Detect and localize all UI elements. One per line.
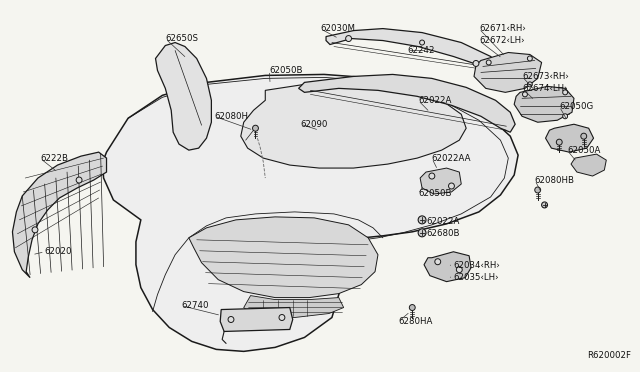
Polygon shape bbox=[189, 217, 378, 298]
Text: 62050G: 62050G bbox=[559, 102, 593, 111]
Circle shape bbox=[456, 267, 462, 273]
Circle shape bbox=[418, 216, 426, 224]
Circle shape bbox=[541, 202, 547, 208]
Circle shape bbox=[527, 82, 532, 87]
Polygon shape bbox=[241, 82, 466, 168]
Text: 62080HB: 62080HB bbox=[535, 176, 575, 185]
Text: 62035‹LH›: 62035‹LH› bbox=[453, 273, 499, 282]
Circle shape bbox=[32, 227, 38, 233]
Polygon shape bbox=[244, 296, 344, 318]
Circle shape bbox=[473, 61, 479, 67]
Circle shape bbox=[76, 177, 82, 183]
Polygon shape bbox=[220, 308, 292, 331]
Circle shape bbox=[563, 90, 568, 95]
Circle shape bbox=[449, 183, 454, 189]
Text: 62674‹LH›: 62674‹LH› bbox=[522, 84, 568, 93]
Circle shape bbox=[522, 92, 527, 97]
Text: 6222B: 6222B bbox=[40, 154, 68, 163]
Text: 62050A: 62050A bbox=[567, 145, 600, 155]
Text: 62022A: 62022A bbox=[426, 217, 460, 227]
Polygon shape bbox=[326, 29, 500, 73]
Text: 62020: 62020 bbox=[45, 247, 72, 256]
Polygon shape bbox=[545, 124, 593, 152]
Circle shape bbox=[228, 317, 234, 323]
Circle shape bbox=[527, 56, 532, 61]
Polygon shape bbox=[571, 154, 606, 176]
Circle shape bbox=[486, 60, 491, 65]
Circle shape bbox=[581, 133, 587, 139]
Text: 6280HA: 6280HA bbox=[399, 317, 433, 326]
Text: 62650S: 62650S bbox=[165, 34, 198, 43]
Text: 62671‹RH›: 62671‹RH› bbox=[479, 24, 525, 33]
Text: 62090: 62090 bbox=[301, 120, 328, 129]
Text: 62672‹LH›: 62672‹LH› bbox=[479, 36, 524, 45]
Text: 62242: 62242 bbox=[408, 46, 435, 55]
Circle shape bbox=[535, 187, 541, 193]
Circle shape bbox=[420, 40, 424, 45]
Circle shape bbox=[435, 259, 441, 265]
Circle shape bbox=[410, 305, 415, 311]
Polygon shape bbox=[12, 152, 106, 278]
Polygon shape bbox=[156, 42, 211, 150]
Circle shape bbox=[429, 173, 435, 179]
Text: 62030M: 62030M bbox=[320, 24, 355, 33]
Polygon shape bbox=[514, 86, 574, 122]
Text: 62022AA: 62022AA bbox=[432, 154, 472, 163]
Polygon shape bbox=[102, 74, 518, 352]
Circle shape bbox=[346, 36, 351, 42]
Text: R620002F: R620002F bbox=[587, 351, 630, 360]
Text: 62050B: 62050B bbox=[418, 189, 452, 199]
Circle shape bbox=[253, 125, 259, 131]
Text: 62022A: 62022A bbox=[418, 96, 452, 105]
Polygon shape bbox=[420, 168, 461, 194]
Circle shape bbox=[418, 229, 426, 237]
Polygon shape bbox=[474, 52, 541, 92]
Text: 62034‹RH›: 62034‹RH› bbox=[453, 261, 500, 270]
Text: 62050B: 62050B bbox=[269, 66, 303, 75]
Polygon shape bbox=[424, 252, 471, 282]
Text: 62673‹RH›: 62673‹RH› bbox=[522, 72, 569, 81]
Polygon shape bbox=[299, 74, 515, 132]
Text: 62080H: 62080H bbox=[214, 112, 248, 121]
Text: 62740: 62740 bbox=[181, 301, 209, 310]
Circle shape bbox=[279, 314, 285, 321]
Circle shape bbox=[563, 114, 568, 119]
Text: 62680B: 62680B bbox=[426, 229, 460, 238]
Circle shape bbox=[556, 139, 562, 145]
